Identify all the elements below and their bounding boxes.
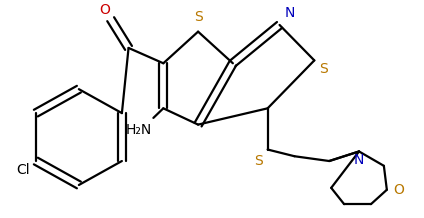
Text: S: S [319, 62, 328, 76]
Text: S: S [254, 154, 262, 168]
Text: O: O [393, 183, 404, 197]
Text: N: N [285, 6, 295, 20]
Text: O: O [99, 3, 110, 17]
Text: S: S [194, 10, 203, 24]
Text: Cl: Cl [16, 163, 30, 177]
Text: H₂N: H₂N [125, 123, 151, 137]
Text: N: N [354, 153, 364, 167]
